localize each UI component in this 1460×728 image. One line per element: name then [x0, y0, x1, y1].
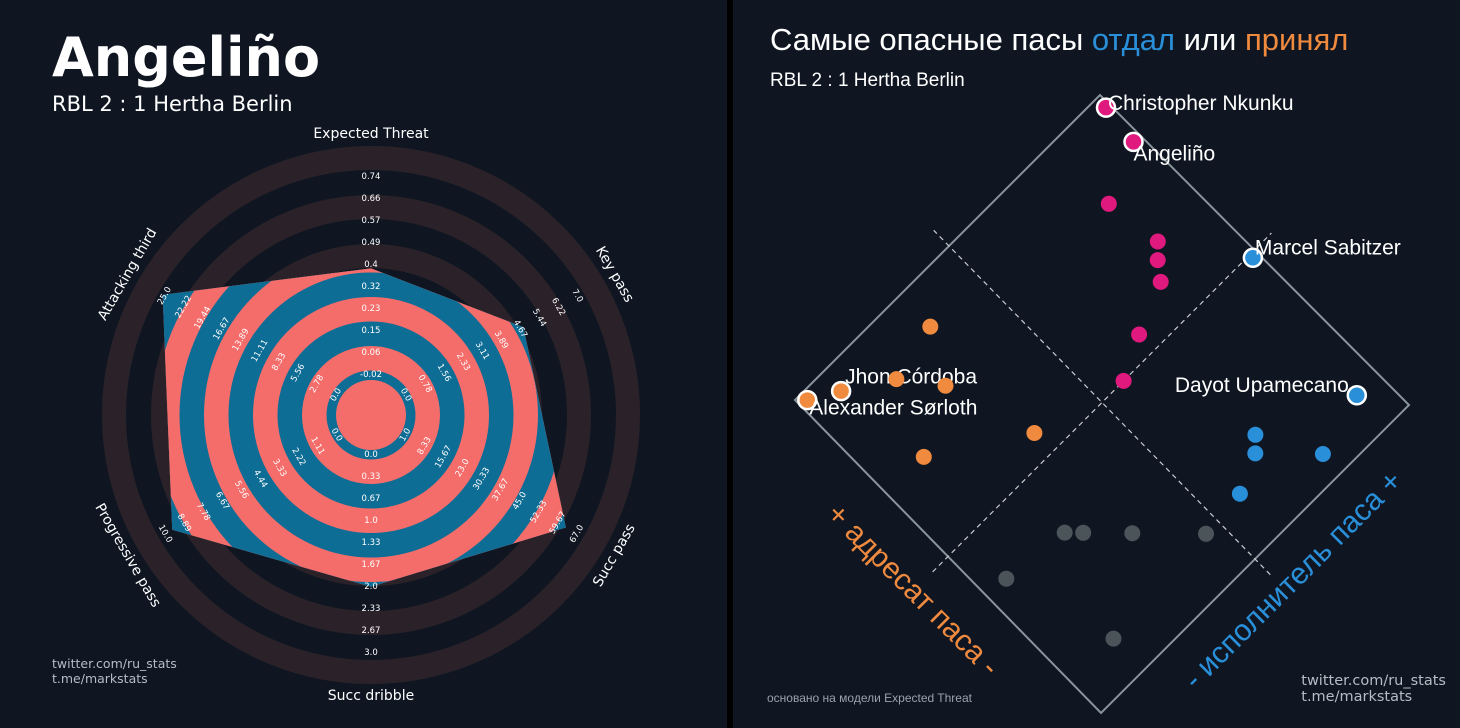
radar-tick-label: 0.67 — [362, 494, 381, 504]
title-mid: или — [1175, 22, 1245, 57]
scatter-point — [1131, 326, 1148, 343]
radar-panel: Angeliño RBL 2 : 1 Hertha Berlin -0.02 0.… — [0, 0, 727, 728]
scatter-match-score: RBL 2 : 1 Hertha Berlin — [770, 70, 965, 91]
radar-tick-label: 0.33 — [362, 472, 381, 482]
radar-credit: twitter.com/ru_stats t.me/markstats — [52, 656, 177, 686]
scatter-point — [1115, 372, 1132, 389]
player-label: Alexander Sørloth — [809, 397, 977, 420]
scatter-frame — [793, 93, 1411, 715]
quadrant-line — [932, 232, 1272, 573]
credit-twitter[interactable]: twitter.com/ru_stats — [1301, 673, 1446, 689]
scatter-point — [797, 389, 818, 411]
radar-tick-label: 0.23 — [362, 304, 381, 314]
radar-outer-ring — [151, 195, 591, 635]
model-note: основано на модели Expected Threat — [767, 691, 972, 705]
radar-tick-label: 1.33 — [362, 538, 381, 548]
radar-tick-label: 2.0 — [364, 582, 378, 592]
player-name: Angeliño — [52, 26, 321, 89]
credit-twitter[interactable]: twitter.com/ru_stats — [52, 656, 177, 671]
radar-tick-label: 0.57 — [362, 216, 381, 226]
scatter-point — [937, 377, 954, 394]
radar-tick-label: 1.0 — [364, 516, 378, 526]
scatter-point — [888, 371, 905, 388]
radar-tick-label: 0.49 — [362, 238, 381, 248]
radar-tick-label: 0.74 — [362, 172, 381, 182]
scatter-point — [1124, 525, 1141, 542]
scatter-point — [1095, 97, 1117, 118]
player-label: Christopher Nkunku — [1108, 92, 1294, 115]
player-label: Jhon Córdoba — [845, 366, 977, 389]
scatter-point — [1346, 385, 1368, 406]
scatter-point — [1231, 485, 1248, 502]
radar-outer-ring — [102, 146, 640, 684]
scatter-point — [1314, 446, 1331, 462]
radar-chart: -0.02 0.06 0.15 0.23 0.32 0.4 0.49 0.57 0.66 0.74… — [91, 126, 640, 704]
radar-tick-label: 0.4 — [364, 260, 378, 270]
radar-tick-label: 3.0 — [364, 648, 378, 658]
scatter-point — [1242, 247, 1264, 269]
scatter-title: Самые опасные пасы отдал или принял — [770, 22, 1348, 58]
radar-tick-label: -0.02 — [360, 370, 382, 380]
title-received: принял — [1244, 22, 1349, 57]
title-start: Самые опасные пасы — [770, 22, 1092, 57]
player-label: Dayot Upamecano — [1175, 374, 1349, 397]
scatter-credit: twitter.com/ru_stats t.me/markstats — [1301, 673, 1446, 705]
scatter-point — [1247, 426, 1264, 443]
title-given: отдал — [1091, 22, 1176, 57]
receiver-axis-label: + адресат паса - — [820, 497, 1006, 683]
scatter-point — [1149, 252, 1166, 269]
credit-telegram[interactable]: t.me/markstats — [1301, 689, 1413, 705]
player-label: Angeliño — [1134, 142, 1216, 165]
scatter-point — [1075, 524, 1092, 541]
radar-axis-label: Expected Threat — [313, 126, 429, 142]
scatter-point — [998, 570, 1015, 587]
radar-tick-label: 0.06 — [362, 348, 381, 358]
radar-tick-label: 0.66 — [362, 194, 381, 204]
scatter-point — [1123, 131, 1144, 153]
scatter-point — [1198, 525, 1214, 542]
scatter-chart: Christopher Nkunku Angeliño Marcel Sabitze… — [793, 92, 1411, 715]
scatter-point — [1247, 445, 1264, 462]
radar-tick-label: 2.33 — [362, 604, 381, 614]
scatter-point — [1149, 233, 1166, 250]
credit-telegram[interactable]: t.me/markstats — [52, 671, 148, 686]
radar-axis-label: Succ dribble — [328, 688, 414, 704]
quadrant-line — [933, 229, 1271, 576]
radar-tick-label: 0.32 — [362, 282, 381, 292]
radar-tick-label: 1.67 — [362, 560, 381, 570]
scatter-panel: Самые опасные пасы отдал или принял RBL … — [733, 0, 1460, 728]
radar-tick-label: 0.0 — [364, 450, 378, 460]
passer-axis-label: - исполнитель паса + — [1177, 464, 1408, 695]
radar-tick-label: 2.67 — [362, 626, 381, 636]
scatter-point — [1152, 273, 1169, 290]
scatter-point — [922, 318, 939, 335]
scatter-point — [1105, 630, 1122, 647]
scatter-point — [1056, 524, 1073, 541]
radar-center — [336, 380, 406, 450]
scatter-point — [1026, 425, 1043, 441]
scatter-point — [915, 448, 932, 465]
scatter-point — [830, 380, 852, 402]
match-score: RBL 2 : 1 Hertha Berlin — [52, 92, 293, 116]
player-label: Marcel Sabitzer — [1255, 236, 1401, 259]
scatter-point — [1100, 195, 1117, 212]
radar-tick-label: 0.15 — [362, 326, 381, 336]
